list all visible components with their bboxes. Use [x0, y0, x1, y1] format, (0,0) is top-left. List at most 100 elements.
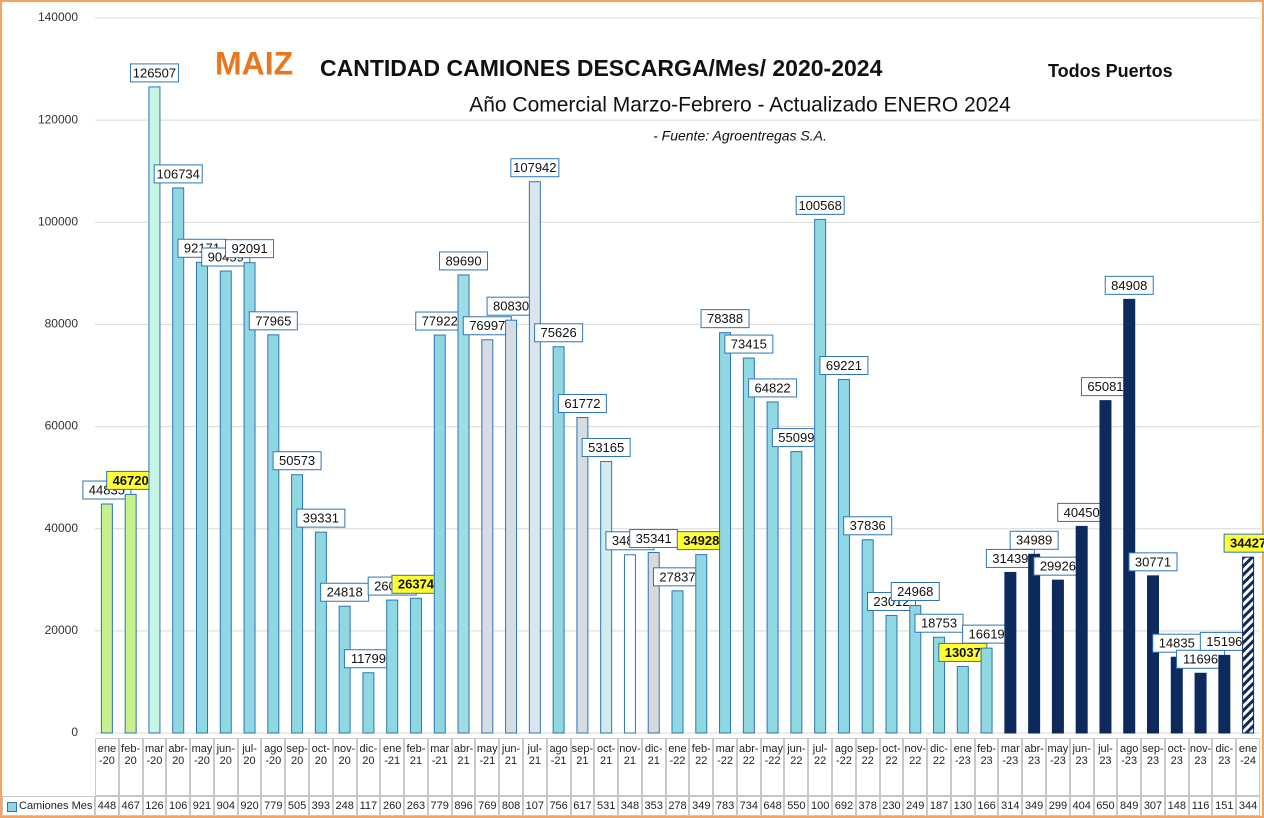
data-label-box: [748, 378, 798, 398]
x-tick-label: ago-23: [1117, 738, 1142, 796]
x-tick-label: jul-20: [237, 738, 262, 796]
data-label: 76997: [469, 318, 505, 333]
table-value: 756: [546, 796, 571, 816]
table-value: 230: [879, 796, 904, 816]
x-tick-label: oct-22: [879, 738, 904, 796]
x-tick-label: nov-20: [332, 738, 357, 796]
data-label: 37836: [850, 518, 886, 533]
x-tick-label: ago-22: [832, 738, 856, 796]
table-value: 126: [142, 796, 167, 816]
table-value: 260: [380, 796, 405, 816]
y-tick-label: 20000: [45, 623, 79, 637]
table-value: 467: [118, 796, 143, 816]
data-label: 84908: [1111, 278, 1147, 293]
x-tick-label: sep-21: [570, 738, 595, 796]
table-value: 920: [237, 796, 262, 816]
bar: [1004, 571, 1017, 734]
data-label: 106734: [157, 166, 200, 181]
bar: [695, 554, 708, 734]
x-tick-label: jun-22: [784, 738, 809, 796]
table-value: 299: [1046, 796, 1070, 816]
table-value: 353: [641, 796, 666, 816]
table-value: 349: [689, 796, 714, 816]
data-label-box: [843, 516, 893, 536]
table-value: 107: [522, 796, 547, 816]
x-tick-label: nov-22: [903, 738, 928, 796]
data-label: 27837: [659, 569, 695, 584]
bar: [124, 493, 137, 734]
x-tick-label: feb-21: [404, 738, 428, 796]
x-tick-label: mar-22: [713, 738, 737, 796]
bar: [481, 339, 494, 734]
data-label: 53165: [588, 440, 624, 455]
data-label-box: [581, 437, 631, 457]
table-value: 278: [665, 796, 690, 816]
data-label: 24818: [327, 585, 363, 600]
x-tick-label: ene-24: [1236, 738, 1260, 796]
title-highlight: MAIZ: [215, 45, 293, 81]
table-value: 404: [1069, 796, 1094, 816]
data-label-box: [534, 323, 584, 343]
data-label: 73415: [731, 336, 767, 351]
y-tick-label: 120000: [38, 112, 78, 126]
data-label: 50573: [279, 453, 315, 468]
x-tick-label: may-20: [190, 738, 214, 796]
table-value: 348: [618, 796, 642, 816]
table-value: 117: [356, 796, 381, 816]
data-label: 29926: [1040, 559, 1076, 574]
data-label-box: [1128, 552, 1178, 572]
table-value: 263: [404, 796, 428, 816]
table-value: 393: [308, 796, 333, 816]
x-tick-label: ago-20: [261, 738, 286, 796]
data-label: 26374: [398, 577, 435, 592]
table-value: 314: [998, 796, 1023, 816]
x-tick-label: may-21: [475, 738, 500, 796]
subtitle: Año Comercial Marzo-Febrero - Actualizad…: [469, 94, 1011, 117]
table-value: 769: [475, 796, 500, 816]
x-tick-label: oct-20: [308, 738, 333, 796]
table-value: 550: [784, 796, 809, 816]
x-tick-label: abr-23: [1022, 738, 1046, 796]
data-label: 30771: [1135, 554, 1171, 569]
table-value: 166: [974, 796, 999, 816]
bar: [1099, 400, 1112, 734]
bar: [909, 604, 922, 734]
data-label: 80830: [493, 299, 529, 314]
data-label: 35341: [636, 531, 672, 546]
table-value: 349: [1022, 796, 1046, 816]
data-label-box: [819, 355, 869, 375]
x-tick-label: jul-22: [808, 738, 833, 796]
table-value: 505: [285, 796, 309, 816]
bar: [742, 357, 755, 734]
table-value: 921: [190, 796, 214, 816]
x-tick-label: jun-23: [1069, 738, 1094, 796]
bar: [814, 218, 827, 734]
data-label-box: [890, 581, 940, 601]
data-label-box: [557, 394, 607, 414]
x-tick-label: feb-23: [974, 738, 999, 796]
bar: [386, 599, 399, 734]
x-tick-label: jun-20: [213, 738, 238, 796]
bar: [1075, 525, 1088, 734]
x-tick-label: sep-23: [1141, 738, 1165, 796]
table-value: 648: [760, 796, 785, 816]
data-label: 78388: [707, 311, 743, 326]
x-tick-label: oct-23: [1164, 738, 1189, 796]
data-label-box: [248, 311, 298, 331]
data-label-box: [724, 334, 774, 354]
data-label-box: [296, 508, 346, 528]
data-label: 65081: [1087, 379, 1123, 394]
x-tick-label: abr-21: [451, 738, 476, 796]
bar: [1194, 672, 1207, 734]
table-value: 378: [855, 796, 880, 816]
x-tick-label: may-22: [760, 738, 785, 796]
bar: [409, 597, 422, 734]
data-label: 75626: [541, 325, 577, 340]
y-tick-label: 80000: [45, 317, 79, 331]
data-label-box: [439, 251, 489, 271]
data-label: 107942: [513, 160, 556, 175]
data-label: 89690: [445, 253, 481, 268]
bar: [647, 552, 660, 734]
data-label-box: [1223, 533, 1264, 553]
bar: [172, 187, 185, 734]
